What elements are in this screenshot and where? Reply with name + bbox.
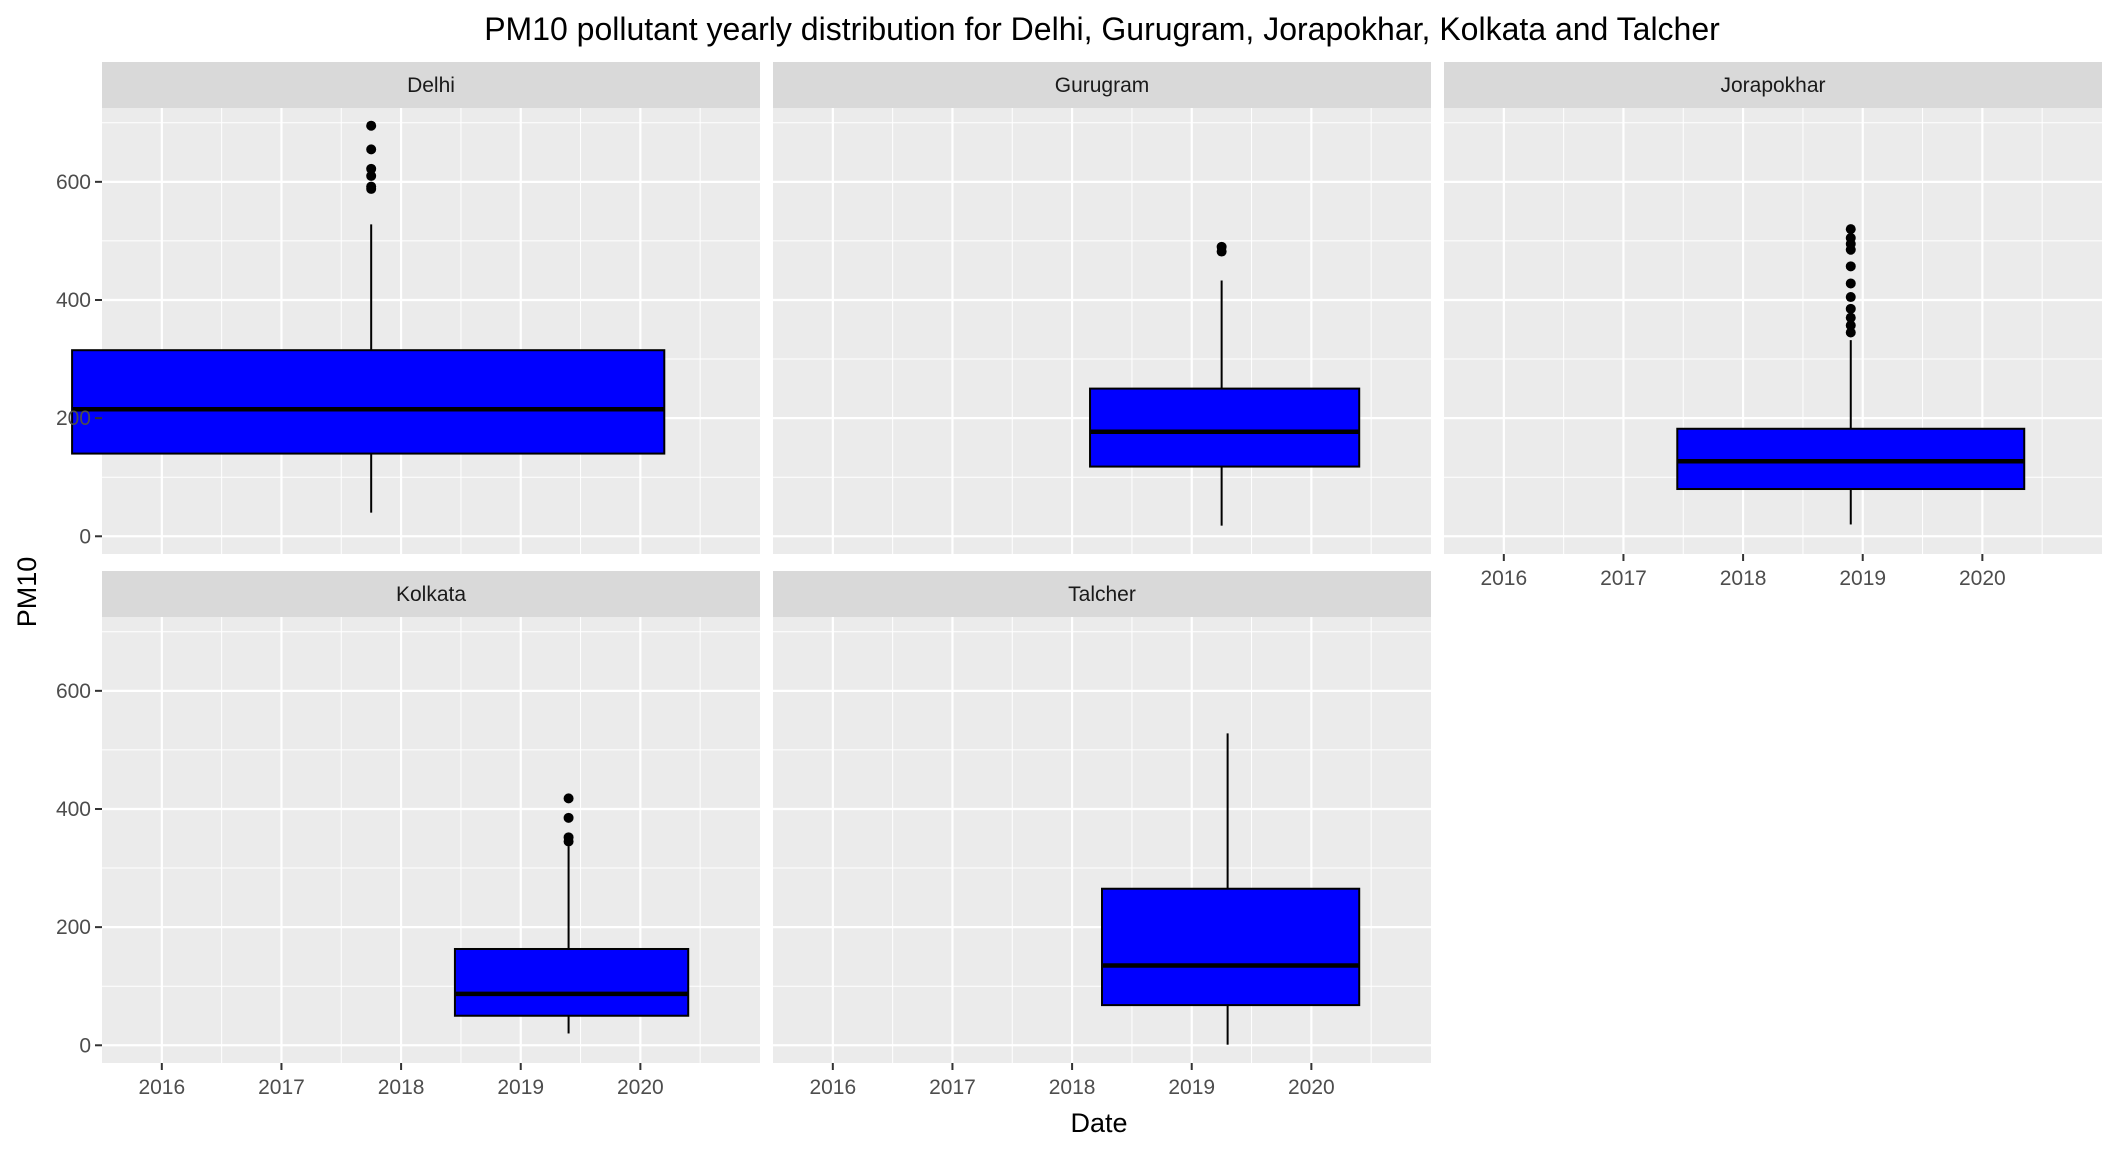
x-tick-label: 2016 — [138, 1076, 185, 1099]
panel-bg-delhi — [102, 108, 760, 554]
x-tick-label: 2020 — [617, 1076, 664, 1099]
outlier-point-kolkata — [563, 832, 574, 843]
facet-delhi: Delhi 0 200 400 600 — [56, 62, 760, 554]
facet-panels: Delhi 0 200 400 600 Gurugram Jorapokhar 2016 201… — [56, 62, 2102, 1099]
x-tick-label: 2018 — [1049, 1076, 1096, 1099]
y-tick-label: 600 — [56, 171, 91, 194]
y-tick-label: 0 — [79, 525, 91, 548]
y-tick-label: 200 — [56, 407, 91, 430]
x-tick-label: 2020 — [1288, 1076, 1335, 1099]
box-kolkata — [453, 947, 690, 1017]
strip-jorapokhar — [1444, 62, 2102, 108]
x-axis-title: Date — [1070, 1108, 1127, 1138]
box-jorapokhar — [1676, 427, 2026, 491]
x-tick-label: 2020 — [1959, 567, 2006, 590]
box-delhi — [71, 349, 666, 455]
strip-label-talcher: Talcher — [1068, 583, 1136, 606]
strip-label-delhi: Delhi — [407, 74, 455, 97]
strip-kolkata — [102, 571, 760, 617]
facet-kolkata: Kolkata 0 200 400 600 2016 2017 2018 2019 2020 — [56, 571, 760, 1099]
x-tick-label: 2018 — [378, 1076, 425, 1099]
outlier-point-delhi — [366, 163, 377, 174]
strip-talcher — [773, 571, 1431, 617]
outlier-point-delhi — [366, 120, 377, 131]
strip-delhi — [102, 62, 760, 108]
outlier-point-jorapokhar — [1845, 224, 1856, 235]
facet-gurugram: Gurugram — [773, 62, 1431, 554]
x-tick-label: 2017 — [1600, 567, 1647, 590]
chart-title: PM10 pollutant yearly distribution for D… — [484, 11, 1720, 47]
box-gurugram — [1089, 387, 1361, 468]
y-tick-label: 200 — [56, 916, 91, 939]
x-tick-label: 2019 — [1168, 1076, 1215, 1099]
x-tick-label: 2016 — [1480, 567, 1527, 590]
outlier-point-jorapokhar — [1845, 292, 1856, 303]
x-tick-label: 2017 — [258, 1076, 305, 1099]
outlier-point-delhi — [366, 181, 377, 192]
outlier-point-jorapokhar — [1845, 232, 1856, 243]
outlier-point-kolkata — [563, 793, 574, 804]
outlier-point-kolkata — [563, 812, 574, 823]
strip-label-kolkata: Kolkata — [396, 583, 466, 606]
outlier-point-jorapokhar — [1845, 320, 1856, 331]
outlier-point-jorapokhar — [1845, 312, 1856, 323]
y-tick-label: 600 — [56, 680, 91, 703]
x-tick-label: 2017 — [929, 1076, 976, 1099]
outlier-point-jorapokhar — [1845, 261, 1856, 272]
x-tick-label: 2019 — [497, 1076, 544, 1099]
strip-label-gurugram: Gurugram — [1055, 74, 1150, 97]
outlier-point-jorapokhar — [1845, 303, 1856, 314]
y-tick-label: 0 — [79, 1034, 91, 1057]
facet-jorapokhar: Jorapokhar 2016 2017 2018 2019 2020 — [1444, 62, 2102, 590]
x-tick-label: 2016 — [809, 1076, 856, 1099]
outlier-point-jorapokhar — [1845, 327, 1856, 338]
facet-talcher: Talcher 2016 2017 2018 2019 2020 — [773, 571, 1431, 1099]
strip-gurugram — [773, 62, 1431, 108]
y-tick-label: 400 — [56, 798, 91, 821]
outlier-point-delhi — [366, 170, 377, 181]
y-axis-title: PM10 — [12, 557, 42, 628]
outlier-point-jorapokhar — [1845, 278, 1856, 289]
panel-bg-gurugram — [773, 108, 1431, 554]
box-talcher — [1101, 887, 1361, 1007]
y-tick-label: 400 — [56, 289, 91, 312]
x-tick-label: 2018 — [1720, 567, 1767, 590]
strip-label-jorapokhar: Jorapokhar — [1720, 74, 1825, 97]
outlier-point-gurugram — [1216, 241, 1227, 252]
x-tick-label: 2019 — [1839, 567, 1886, 590]
outlier-point-delhi — [366, 144, 377, 155]
